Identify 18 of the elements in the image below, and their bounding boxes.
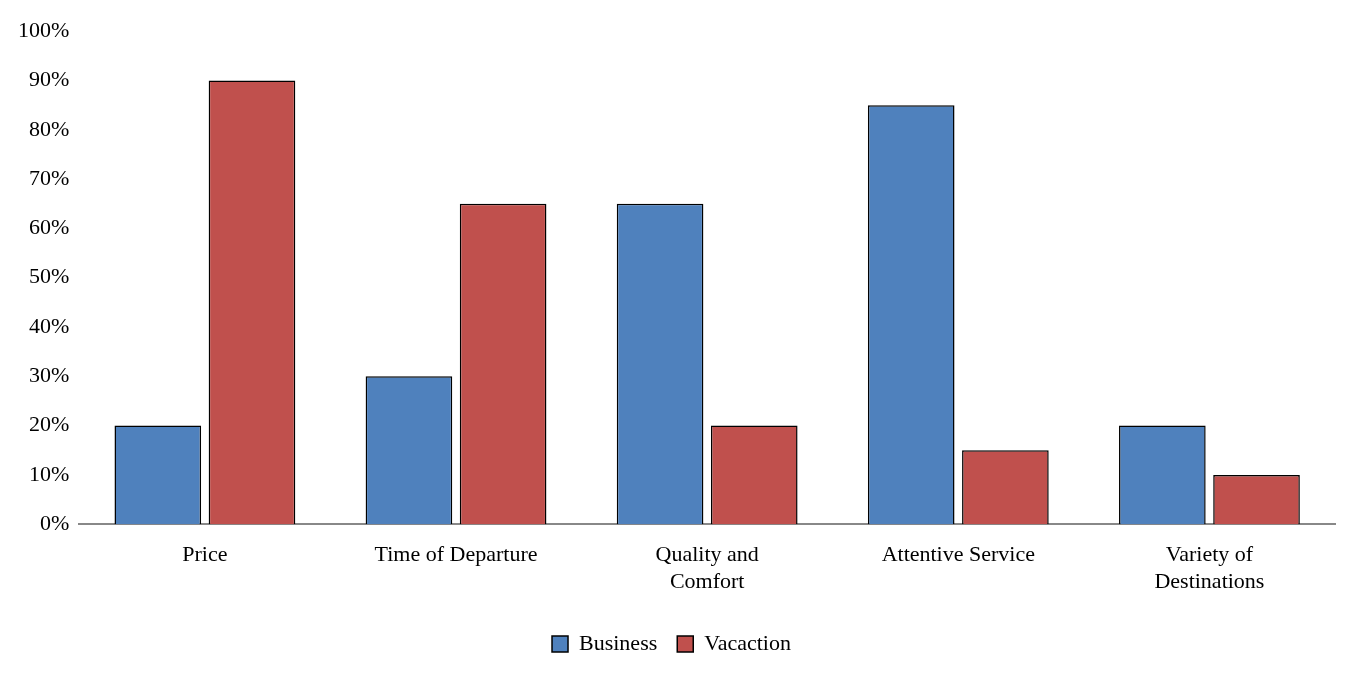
y-tick-label: 50% <box>29 263 70 289</box>
y-tick-label: 90% <box>29 66 70 92</box>
x-tick-label: Variety of Destinations <box>1154 541 1265 593</box>
x-tick-label: Time of Departure <box>374 541 538 567</box>
y-tick-label: 30% <box>29 362 70 388</box>
x-tick-label: Quality and Comfort <box>655 541 759 593</box>
legend-label: Business <box>579 629 658 655</box>
x-tick-label: Price <box>182 541 228 567</box>
y-tick-label: 80% <box>29 115 70 141</box>
y-tick-label: 40% <box>29 312 70 338</box>
legend-label: Vacaction <box>704 629 791 655</box>
y-tick-label: 20% <box>29 411 70 437</box>
y-tick-label: 0% <box>40 509 70 535</box>
x-tick-label: Attentive Service <box>881 541 1035 567</box>
y-tick-label: 10% <box>29 460 70 486</box>
y-tick-label: 60% <box>29 214 70 240</box>
y-tick-label: 100% <box>18 16 70 42</box>
y-tick-label: 70% <box>29 164 70 190</box>
